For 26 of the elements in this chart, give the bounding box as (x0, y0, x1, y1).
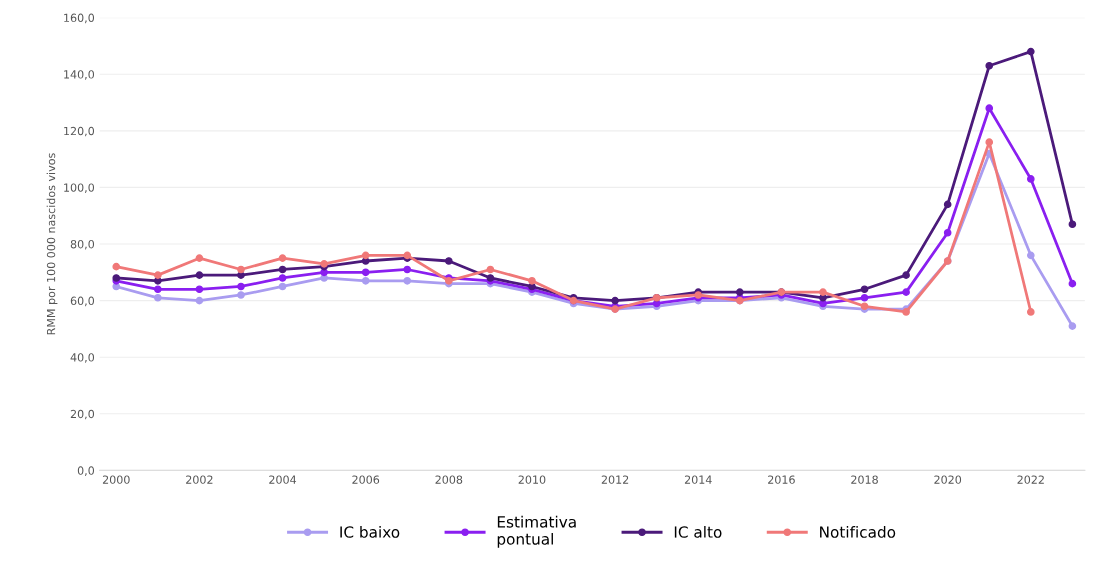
x-tick-label: 2022 (1017, 475, 1044, 484)
x-tick-label: 2006 (352, 475, 380, 484)
legend-label: IC baixo (340, 525, 400, 538)
x-tick-label: 2020 (934, 475, 962, 484)
legend-label: IC alto (674, 525, 722, 538)
x-tick-label: 2002 (186, 475, 213, 484)
x-tick-label: 2004 (269, 475, 297, 484)
y-axis-title: RMM por 100 000 nascidos vivos (46, 153, 58, 335)
y-tick-label: 100,0 (64, 183, 95, 193)
y-tick-label: 20,0 (70, 409, 95, 420)
y-tick-label: 120,0 (64, 126, 95, 137)
legend-label: Estimativa pontual (497, 515, 576, 548)
y-tick-label: 80,0 (70, 239, 95, 250)
x-tick-label: 2014 (684, 475, 712, 484)
x-tick-label: 2012 (601, 475, 629, 484)
x-tick-label: 2008 (435, 475, 463, 484)
x-tick-label: 2016 (768, 475, 795, 484)
y-tick-label: 160,0 (64, 13, 95, 24)
y-tick-label: 60,0 (70, 296, 95, 307)
x-tick-label: 2000 (102, 475, 130, 484)
y-tick-label: 0,0 (77, 466, 95, 476)
y-tick-label: 40,0 (70, 353, 95, 363)
y-tick-label: 140,0 (64, 70, 95, 80)
x-tick-label: 2018 (851, 475, 878, 484)
x-tick-label: 2010 (518, 475, 546, 484)
legend-label: Notificado (820, 525, 896, 538)
